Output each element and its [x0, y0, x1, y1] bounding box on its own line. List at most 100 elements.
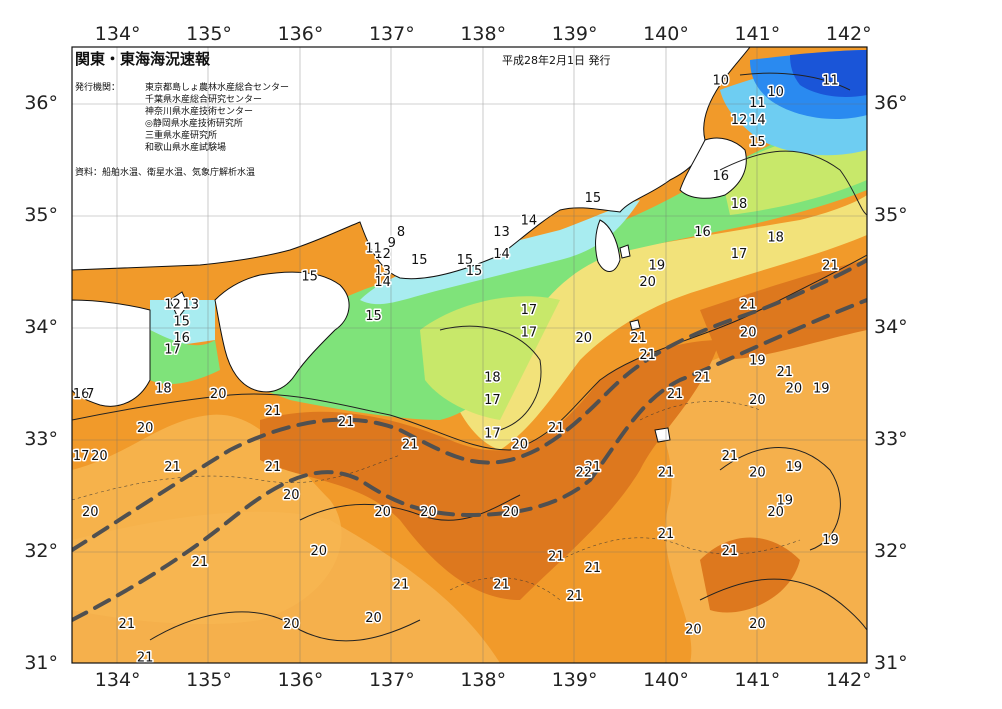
- isotherm-label: 20: [749, 466, 766, 481]
- isotherm-label: 20: [502, 505, 519, 520]
- lon-tick-label-bottom: 135°: [186, 669, 232, 691]
- land-izu-peninsula: [595, 219, 621, 272]
- isotherm-label: 16: [173, 331, 190, 346]
- lat-tick-label-right: 31°: [874, 652, 908, 674]
- isotherm-label: 9: [388, 236, 396, 251]
- isotherm-label: 17: [484, 393, 501, 408]
- isotherm-label: 20: [210, 387, 227, 402]
- isotherm-label: 21: [265, 460, 282, 475]
- isotherm-label: 21: [585, 561, 602, 576]
- isotherm-label: 21: [822, 258, 839, 273]
- isotherm-label: 18: [767, 230, 784, 245]
- isotherm-label: 16: [694, 225, 711, 240]
- isotherm-label: 21: [402, 438, 419, 453]
- isotherm-label: 20: [365, 611, 382, 626]
- lon-tick-label-bottom: 140°: [643, 669, 689, 691]
- lon-tick-label-top: 142°: [826, 23, 872, 45]
- isotherm-label: 19: [822, 533, 839, 548]
- lon-tick-label-top: 140°: [643, 23, 689, 45]
- isotherm-label: 20: [786, 382, 803, 397]
- isotherm-label: 21: [722, 449, 739, 464]
- sea-cooler-west: [72, 414, 342, 625]
- lon-tick-label-top: 134°: [95, 23, 141, 45]
- lon-tick-label-top: 138°: [460, 23, 506, 45]
- isotherm-label: 20: [740, 326, 757, 341]
- isotherm-label: 19: [649, 258, 666, 273]
- map-title: 関東・東海海況速報: [75, 50, 211, 68]
- isotherm-label: 17: [521, 326, 538, 341]
- sea-warm-core-3: [700, 537, 800, 613]
- land-miyake: [629, 319, 641, 331]
- isotherm-label: 21: [740, 298, 757, 313]
- isotherm-label: 20: [767, 505, 784, 520]
- isotherm-label: 20: [639, 275, 656, 290]
- issuer-item: 千葉県水産総合研究センター: [145, 95, 263, 105]
- isotherm-label: 12: [374, 247, 391, 262]
- isotherm-label: 15: [585, 191, 602, 206]
- isotherm-label: 17: [731, 247, 748, 262]
- isotherm-label: 20: [137, 421, 154, 436]
- isotherm-label: 20: [283, 488, 300, 503]
- lon-tick-label-bottom: 134°: [95, 669, 141, 691]
- lon-tick-label-bottom: 136°: [278, 669, 324, 691]
- isotherm-label: 15: [173, 314, 190, 329]
- sea-warm-core-2: [700, 260, 867, 360]
- lon-tick-label-top: 139°: [552, 23, 598, 45]
- map-frame: [71, 46, 868, 664]
- isotherm-label: 19: [786, 460, 803, 475]
- isotherm-label: 21: [667, 387, 684, 402]
- lon-tick-label-bottom: 139°: [552, 669, 598, 691]
- isotherm-label: 12: [164, 298, 181, 313]
- isotherm-label: 21: [658, 466, 675, 481]
- issuer-item: 和歌山県水産試験場: [145, 143, 227, 153]
- isotherm-label: 20: [749, 393, 766, 408]
- issuer-list: 東京都島しょ農林水産総合センター 千葉県水産総合研究センター 神奈川県水産技術セ…: [145, 82, 289, 154]
- land-kii-peninsula: [214, 271, 350, 393]
- isotherm-label: 20: [420, 505, 437, 520]
- lat-tick-label-right: 34°: [874, 316, 908, 338]
- issue-date: 平成28年2月1日 発行: [502, 54, 611, 67]
- isotherm-label: 21: [639, 348, 656, 363]
- isotherm-label: 10: [767, 85, 784, 100]
- isotherm-label: 22: [575, 466, 592, 481]
- isotherm-label: 21: [164, 460, 181, 475]
- sea-cyan-osaka-bay: [150, 300, 215, 345]
- issuer-item: 三重県水産研究所: [145, 131, 218, 141]
- lat-tick-label-left: 33°: [24, 428, 58, 450]
- lon-tick-label-top: 141°: [734, 23, 780, 45]
- axis-labels: 134° 134° 135° 135° 136° 136° 137° 137° 138° 138°…: [24, 23, 907, 691]
- isotherm-label: 21: [548, 550, 565, 565]
- isotherm-label: 21: [566, 589, 583, 604]
- isotherm-label: 20: [374, 505, 391, 520]
- isotherm-label: 20: [283, 617, 300, 632]
- lon-tick-label-top: 136°: [278, 23, 324, 45]
- lon-tick-label-top: 135°: [186, 23, 232, 45]
- isotherm-label: 17: [484, 426, 501, 441]
- lat-tick-label-right: 35°: [874, 204, 908, 226]
- isotherm-label: 13: [493, 225, 510, 240]
- isotherm-label: 21: [630, 331, 647, 346]
- isotherm-label: 21: [119, 617, 136, 632]
- issuer-item: 東京都島しょ農林水産総合センター: [145, 83, 290, 93]
- land-awaji: [169, 291, 189, 319]
- isotherm-label: 13: [374, 264, 391, 279]
- isotherm-label: 15: [301, 270, 318, 285]
- isotherm-label: 21: [393, 578, 410, 593]
- isotherm-label: 17: [164, 342, 181, 357]
- isotherm-label: 13: [183, 298, 200, 313]
- lat-tick-label-right: 33°: [874, 428, 908, 450]
- lat-tick-label-left: 36°: [24, 92, 58, 114]
- isotherm-label: 20: [685, 622, 702, 637]
- sea-warm-core-1: [260, 340, 720, 600]
- isotherm-label: 18: [155, 382, 172, 397]
- lat-tick-label-left: 34°: [24, 316, 58, 338]
- lon-tick-label-bottom: 141°: [734, 669, 780, 691]
- issuer-item: 神奈川県水産技術センター: [145, 107, 254, 117]
- land-oshima: [619, 244, 631, 259]
- issuer-item: ◎静岡県水産技術研究所: [145, 119, 243, 129]
- isotherm-label: 19: [776, 494, 793, 509]
- kuroshio-axis: [72, 258, 867, 622]
- isotherm-label: 21: [137, 650, 154, 665]
- isotherm-label: 21: [548, 421, 565, 436]
